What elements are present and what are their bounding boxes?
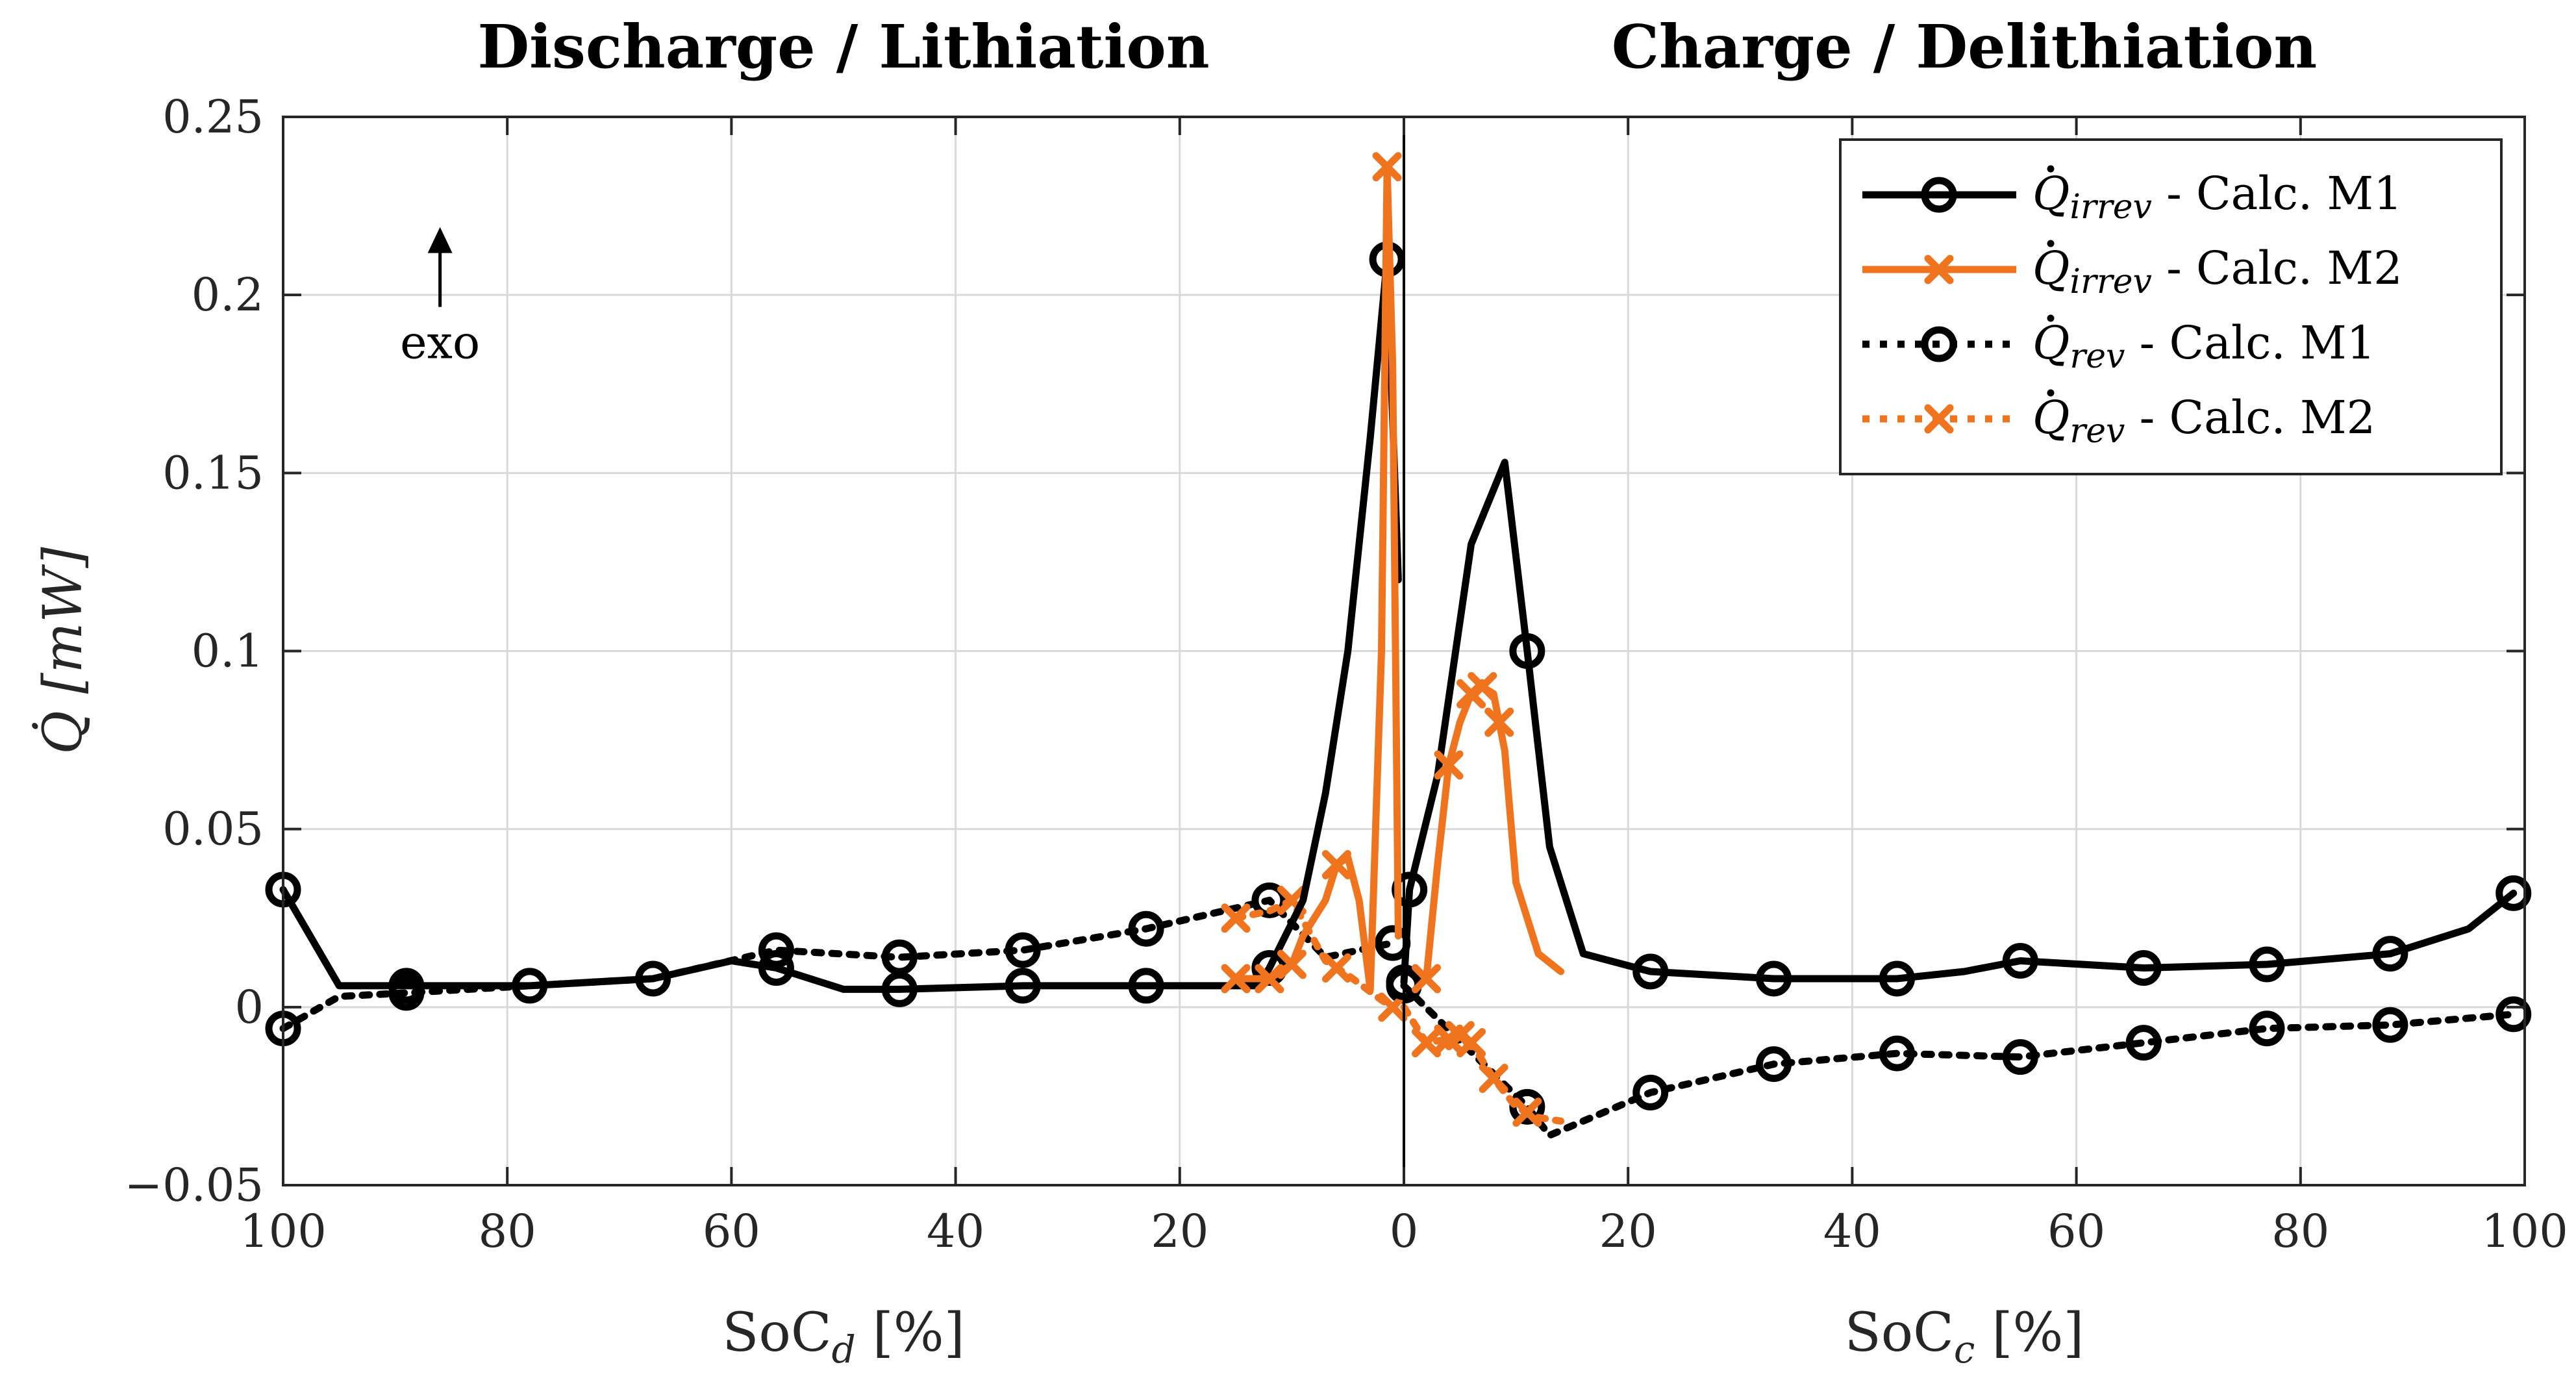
series-3	[1221, 885, 1565, 1127]
series-2-marker-charge-4	[1879, 1035, 1915, 1072]
series-0-marker-charge-4	[1756, 960, 1792, 997]
y-tick-label-6: 0.25	[162, 90, 264, 144]
series-1-marker-discharge-4	[1372, 152, 1402, 182]
series-0-line-charge	[1400, 458, 2518, 986]
legend-marker-2	[1921, 326, 1957, 362]
legend-marker-1	[1924, 255, 1954, 284]
series-0-marker-discharge-4	[758, 950, 794, 986]
series-1	[1221, 152, 1565, 994]
series-2-marker-charge-6	[2125, 1025, 2162, 1061]
panel-title-charge: Charge / Delithiation	[1612, 12, 2318, 82]
legend-label-1: Qirrev - Calc. M2	[2032, 242, 2403, 301]
y-axis-label: Q̇ [mW]	[31, 546, 94, 754]
exo-annotation: exo	[400, 227, 480, 370]
series-0-marker-discharge-6	[1005, 968, 1041, 1004]
series-1-marker-charge-1	[1434, 750, 1464, 780]
x-tick-label-charge-3: 60	[2047, 1205, 2105, 1258]
series-0-marker-charge-9	[2372, 936, 2408, 972]
y-tick-label-2: 0.05	[162, 803, 264, 856]
series-2-marker-discharge-5	[1128, 910, 1164, 947]
x-axis-label-charge: SoCc [%]	[1845, 1302, 2084, 1372]
series-3-marker-charge-3	[1457, 1028, 1486, 1058]
series-2-line-charge	[1400, 982, 2518, 1139]
series-3-marker-discharge-2	[1321, 953, 1351, 983]
y-tick-label-0: −0.05	[124, 1159, 264, 1212]
series-3-marker-charge-4	[1479, 1064, 1508, 1093]
legend-marker-3	[1924, 404, 1954, 434]
x-tick-label-discharge-1: 80	[479, 1205, 536, 1258]
series-0-marker-charge-7	[2125, 950, 2162, 986]
series-0-marker-charge-8	[2249, 946, 2285, 983]
series-2-marker-charge-7	[2249, 1010, 2285, 1047]
legend-samples	[1862, 177, 2016, 434]
x-tick-label-charge-2: 40	[1823, 1205, 1881, 1258]
series-0-marker-discharge-5	[881, 971, 918, 1007]
panel-title-discharge: Discharge / Lithiation	[477, 12, 1209, 82]
legend-label-0: Qirrev - Calc. M1	[2032, 167, 2403, 227]
x-tick-label-discharge-0: 100	[240, 1205, 327, 1258]
y-tick-label-1: 0	[234, 981, 264, 1034]
tick-labels: −0.05 0 0.05 0.1 0.15 0.2 0.25 100 80 60 40 20 0 20 40…	[124, 90, 2568, 1258]
series-0-marker-charge-5	[1879, 960, 1915, 997]
series-2-marker-discharge-4	[1005, 932, 1041, 968]
series-2-marker-charge-2	[1632, 1074, 1669, 1110]
series-1-marker-discharge-3	[1321, 850, 1351, 879]
series-1-marker-charge-3	[1468, 671, 1497, 701]
ticks	[282, 116, 2526, 1186]
x-tick-label-discharge-4: 20	[1151, 1205, 1208, 1258]
legend: Qirrev - Calc. M1 Qirrev - Calc. M2 Qrev…	[1839, 138, 2503, 475]
y-tick-label-5: 0.2	[192, 268, 264, 321]
series-0-marker-charge-3	[1632, 953, 1669, 990]
y-tick-label-3: 0.1	[192, 625, 264, 678]
exo-arrow-icon	[427, 227, 453, 253]
x-tick-label-charge-4: 80	[2271, 1205, 2329, 1258]
series-3-marker-discharge-0	[1221, 903, 1251, 933]
series-0-marker-charge-6	[2002, 943, 2038, 979]
series-3-marker-charge-0	[1412, 1028, 1442, 1058]
legend-dot-accent-3	[2047, 389, 2055, 397]
series-0	[265, 241, 2532, 1007]
series-2-marker-charge-3	[1756, 1046, 1792, 1083]
series-2-marker-charge-8	[2372, 1007, 2408, 1043]
y-tick-label-4: 0.15	[162, 446, 264, 499]
series-1-marker-discharge-0	[1221, 964, 1251, 994]
legend-marker-0	[1921, 177, 1957, 213]
x-axis-label-discharge: SoCd [%]	[722, 1302, 964, 1372]
series-1-marker-charge-0	[1412, 964, 1442, 994]
series-0-marker-discharge-7	[1128, 968, 1164, 1004]
series-1-marker-discharge-2	[1277, 949, 1307, 979]
legend-label-3: Qrev - Calc. M2	[2032, 391, 2375, 451]
series-2-marker-charge-5	[2002, 1039, 2038, 1075]
series-0-marker-discharge-2	[512, 968, 548, 1004]
legend-dot-accent-2	[2047, 314, 2055, 322]
series-2-marker-charge-9	[2495, 996, 2532, 1033]
series-3-marker-discharge-3	[1378, 992, 1408, 1022]
x-tick-label-discharge-2: 60	[703, 1205, 760, 1258]
series-3-marker-charge-5	[1512, 1098, 1542, 1127]
series-0-marker-charge-10	[2495, 875, 2532, 911]
legend-dot-accents	[2047, 165, 2055, 397]
legend-dot-accent-0	[2047, 165, 2055, 173]
series-layer	[265, 152, 2532, 1139]
x-tick-label-discharge-3: 40	[927, 1205, 984, 1258]
exo-label: exo	[400, 316, 480, 370]
series-0-marker-discharge-1	[388, 968, 425, 1004]
legend-dot-accent-1	[2047, 240, 2055, 247]
series-0-marker-charge-2	[1509, 633, 1545, 669]
x-tick-label-discharge-5: 0	[1390, 1205, 1419, 1258]
series-1-marker-charge-4	[1484, 707, 1514, 737]
x-tick-label-charge-1: 20	[1599, 1205, 1657, 1258]
series-0-line-discharge	[279, 255, 1402, 993]
series-1-marker-discharge-1	[1255, 964, 1284, 994]
series-0-marker-discharge-3	[635, 960, 671, 997]
legend-label-2: Qrev - Calc. M1	[2032, 316, 2375, 376]
x-tick-label-charge-5: 100	[2481, 1205, 2568, 1258]
